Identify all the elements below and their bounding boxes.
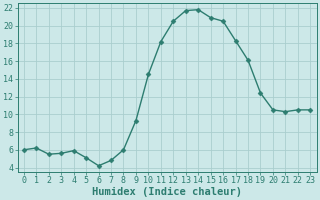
X-axis label: Humidex (Indice chaleur): Humidex (Indice chaleur)	[92, 186, 242, 197]
